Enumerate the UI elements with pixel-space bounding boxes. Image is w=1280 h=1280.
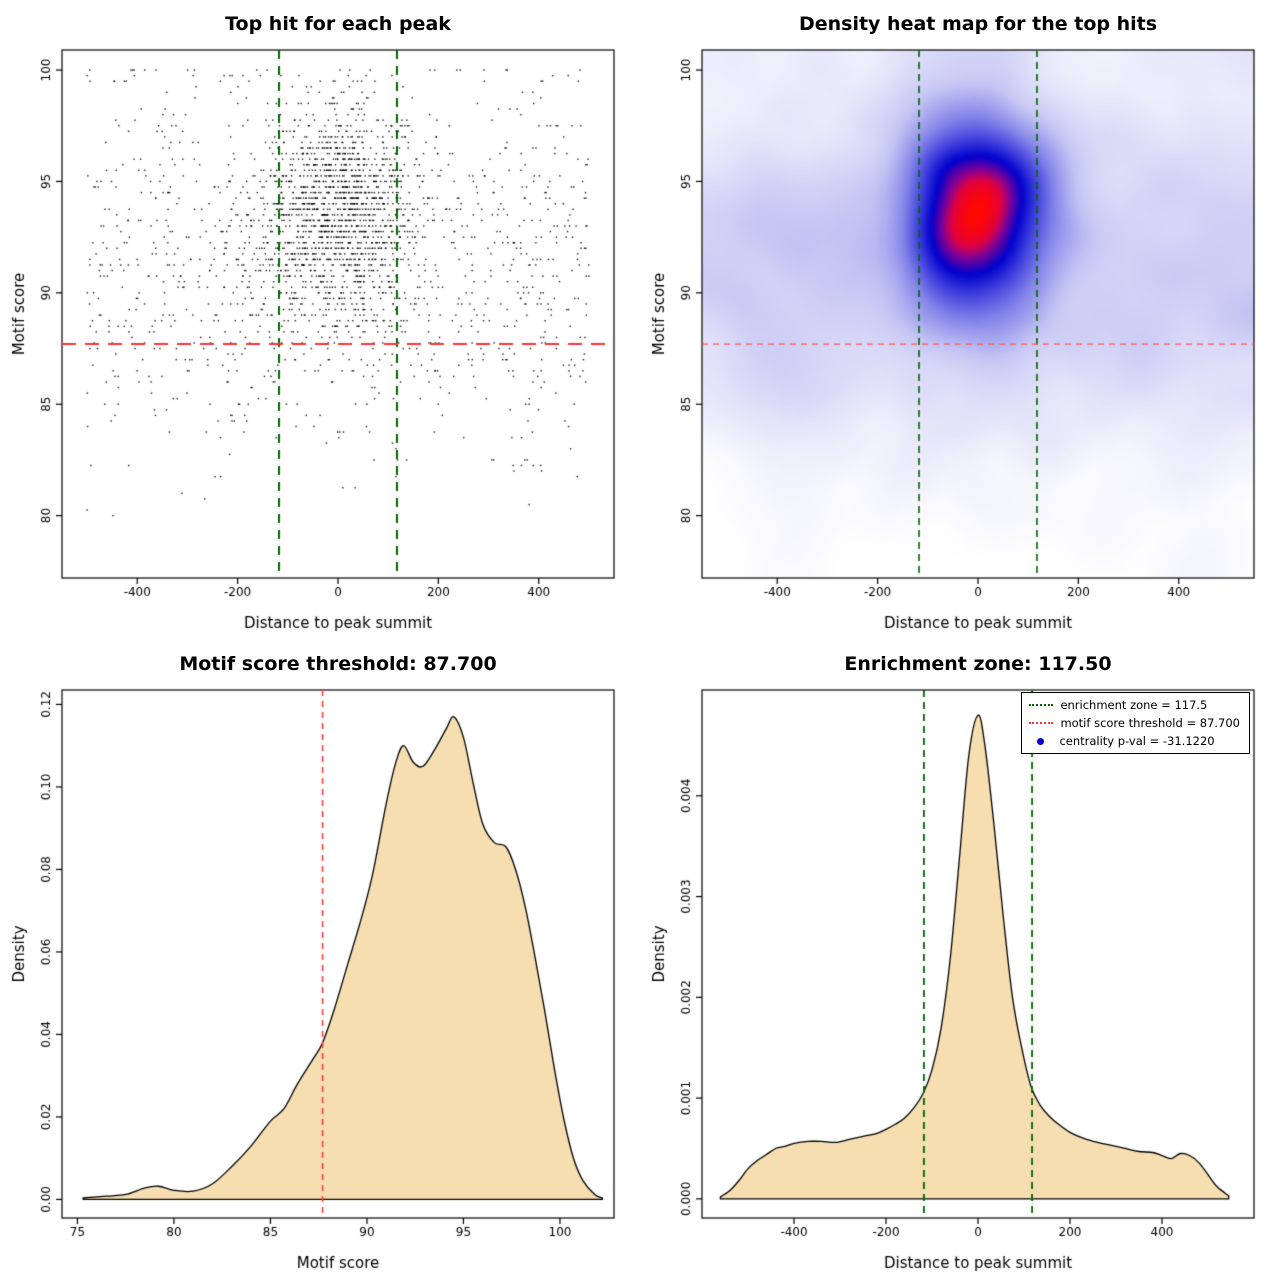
panel-top-hit-scatter: Top hit for each peak <box>0 0 640 640</box>
heatmap-canvas <box>640 40 1280 640</box>
legend-item-enrichment-zone: enrichment zone = 117.5 <box>1029 698 1240 712</box>
heatmap-chart-title: Density heat map for the top hits <box>798 13 1158 35</box>
panel-enrichment-zone-density: Enrichment zone: 117.50 enrichment zone … <box>640 640 1280 1280</box>
scatter-chart-title: Top hit for each peak <box>225 13 451 35</box>
score-density-chart-title: Motif score threshold: 87.700 <box>179 653 497 675</box>
scatter-plot-canvas <box>0 40 640 640</box>
enrichment-zone-chart-title: Enrichment zone: 117.50 <box>844 653 1112 675</box>
enrichment-zone-line-swatch <box>1029 704 1054 706</box>
centrality-pval-dot-swatch <box>1037 737 1045 745</box>
legend-label: enrichment zone = 117.5 <box>1060 698 1208 712</box>
score-threshold-line-swatch <box>1029 722 1054 724</box>
legend-item-score-threshold: motif score threshold = 87.700 <box>1029 716 1240 730</box>
panel-motif-score-density: Motif score threshold: 87.700 <box>0 640 640 1280</box>
panel-density-heatmap: Density heat map for the top hits <box>640 0 1280 640</box>
score-density-canvas <box>0 680 640 1280</box>
distance-density-canvas <box>640 680 1280 1280</box>
plot-legend: enrichment zone = 117.5 motif score thre… <box>1021 692 1250 754</box>
legend-label: centrality p-val = -31.1220 <box>1059 734 1215 748</box>
legend-label: motif score threshold = 87.700 <box>1060 716 1240 730</box>
legend-item-centrality-pval: centrality p-val = -31.1220 <box>1029 734 1240 748</box>
